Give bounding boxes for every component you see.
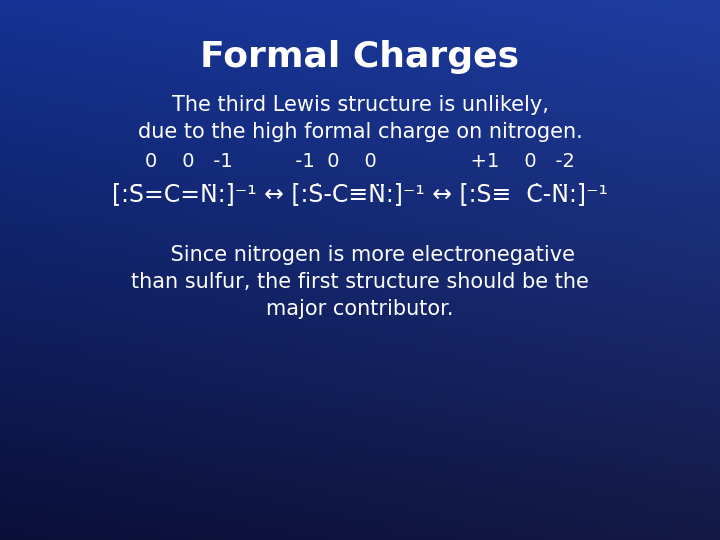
Text: Formal Charges: Formal Charges	[200, 40, 520, 74]
Text: due to the high formal charge on nitrogen.: due to the high formal charge on nitroge…	[138, 122, 582, 142]
Text: major contributor.: major contributor.	[266, 299, 454, 319]
Text: Since nitrogen is more electronegative: Since nitrogen is more electronegative	[145, 245, 575, 265]
Text: The third Lewis structure is unlikely,: The third Lewis structure is unlikely,	[171, 95, 549, 115]
Text: than sulfur, the first structure should be the: than sulfur, the first structure should …	[131, 272, 589, 292]
Text: 0    0   -1          -1  0    0               +1    0   -2: 0 0 -1 -1 0 0 +1 0 -2	[145, 152, 575, 171]
Text: [:S̈=C=N̈:]⁻¹ ↔ [:Ṡ-C≡N̈:]⁻¹ ↔ [:S≡  Ċ-N̈:]⁻¹: [:S̈=C=N̈:]⁻¹ ↔ [:Ṡ-C≡N̈:]⁻¹ ↔ [:S≡ Ċ-…	[112, 182, 608, 206]
